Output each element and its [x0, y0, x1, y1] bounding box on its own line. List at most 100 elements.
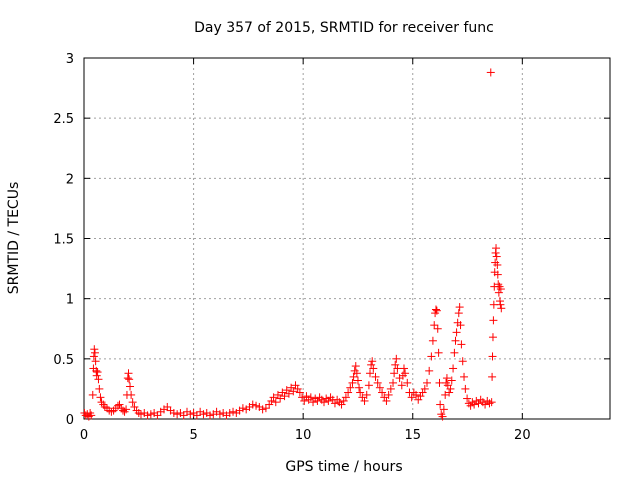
data-point	[143, 411, 152, 420]
data-point	[430, 321, 439, 330]
data-point	[373, 378, 382, 387]
data-point	[124, 369, 133, 378]
data-point	[407, 393, 416, 402]
data-point	[497, 304, 506, 313]
data-point	[446, 384, 455, 393]
data-point	[295, 388, 304, 397]
data-point	[433, 324, 442, 333]
data-point	[366, 369, 375, 378]
data-point	[353, 376, 362, 385]
data-point	[428, 336, 437, 345]
data-point	[306, 393, 315, 402]
data-point	[130, 402, 139, 411]
data-point	[122, 405, 131, 414]
x-tick-label: 0	[80, 428, 88, 443]
y-tick-label: 2	[66, 172, 74, 187]
data-point	[125, 375, 134, 384]
data-point	[375, 383, 384, 392]
grid-lines	[84, 58, 610, 419]
data-point	[349, 372, 358, 381]
data-point	[352, 369, 361, 378]
data-point	[439, 405, 448, 414]
data-point	[488, 372, 497, 381]
plot-frame	[83, 57, 611, 420]
data-point	[360, 396, 369, 405]
data-point	[412, 390, 421, 399]
data-point	[348, 378, 357, 387]
data-point	[276, 394, 285, 403]
data-point	[371, 372, 380, 381]
axis-ticks	[83, 57, 610, 420]
data-point	[94, 375, 103, 384]
x-tick-label: 5	[189, 428, 197, 443]
data-point	[128, 398, 137, 407]
data-point	[284, 389, 293, 398]
data-point	[87, 411, 96, 420]
data-point	[378, 388, 387, 397]
data-point	[436, 400, 445, 409]
data-point	[494, 288, 503, 297]
data-point	[386, 384, 395, 393]
data-point	[392, 354, 401, 363]
data-point	[489, 316, 498, 325]
data-point	[445, 388, 454, 397]
data-point	[493, 260, 502, 269]
y-tick-label: 2.5	[53, 112, 74, 127]
data-point	[248, 400, 257, 409]
data-point	[339, 396, 348, 405]
y-tick-label: 3	[66, 52, 74, 67]
chart-title: Day 357 of 2015, SRMTID for receiver fun…	[194, 20, 494, 36]
data-point	[91, 357, 100, 366]
data-point	[458, 357, 467, 366]
data-point	[427, 352, 436, 361]
data-point	[258, 405, 267, 414]
x-tick-label: 10	[295, 428, 312, 443]
data-point	[450, 348, 459, 357]
data-point	[267, 396, 276, 405]
data-point	[96, 393, 105, 402]
data-point	[252, 401, 261, 410]
data-point	[146, 410, 155, 419]
data-point	[289, 387, 298, 396]
data-point	[391, 360, 400, 369]
data-point	[269, 393, 278, 402]
y-axis-label: SRMTID / TECUs	[6, 182, 22, 295]
data-point	[186, 410, 195, 419]
data-point	[422, 378, 431, 387]
data-point	[438, 412, 447, 421]
y-tick-label: 0.5	[53, 353, 74, 368]
data-point	[487, 398, 496, 407]
data-point	[206, 411, 215, 420]
data-point	[271, 398, 280, 407]
data-point	[192, 411, 201, 420]
data-point	[127, 390, 136, 399]
data-point	[163, 402, 172, 411]
data-point	[425, 366, 434, 375]
data-point	[153, 411, 162, 420]
data-point	[367, 360, 376, 369]
data-point	[434, 348, 443, 357]
data-point	[486, 68, 495, 77]
data-points	[80, 68, 506, 421]
data-point	[492, 252, 501, 261]
data-point	[416, 392, 425, 401]
data-point	[369, 364, 378, 373]
data-point	[399, 364, 408, 373]
y-tick-label: 1.5	[53, 233, 74, 248]
data-point	[280, 392, 289, 401]
data-point	[346, 383, 355, 392]
y-tick-label: 0	[66, 413, 74, 428]
data-point	[229, 407, 238, 416]
data-point	[93, 368, 102, 377]
data-point	[449, 364, 458, 373]
data-point	[451, 336, 460, 345]
data-point	[401, 369, 410, 378]
data-point	[215, 410, 224, 419]
data-point	[461, 384, 470, 393]
data-point	[351, 362, 360, 371]
data-point	[431, 305, 440, 314]
data-point	[90, 345, 99, 354]
data-point	[492, 244, 501, 253]
data-point	[463, 394, 472, 403]
